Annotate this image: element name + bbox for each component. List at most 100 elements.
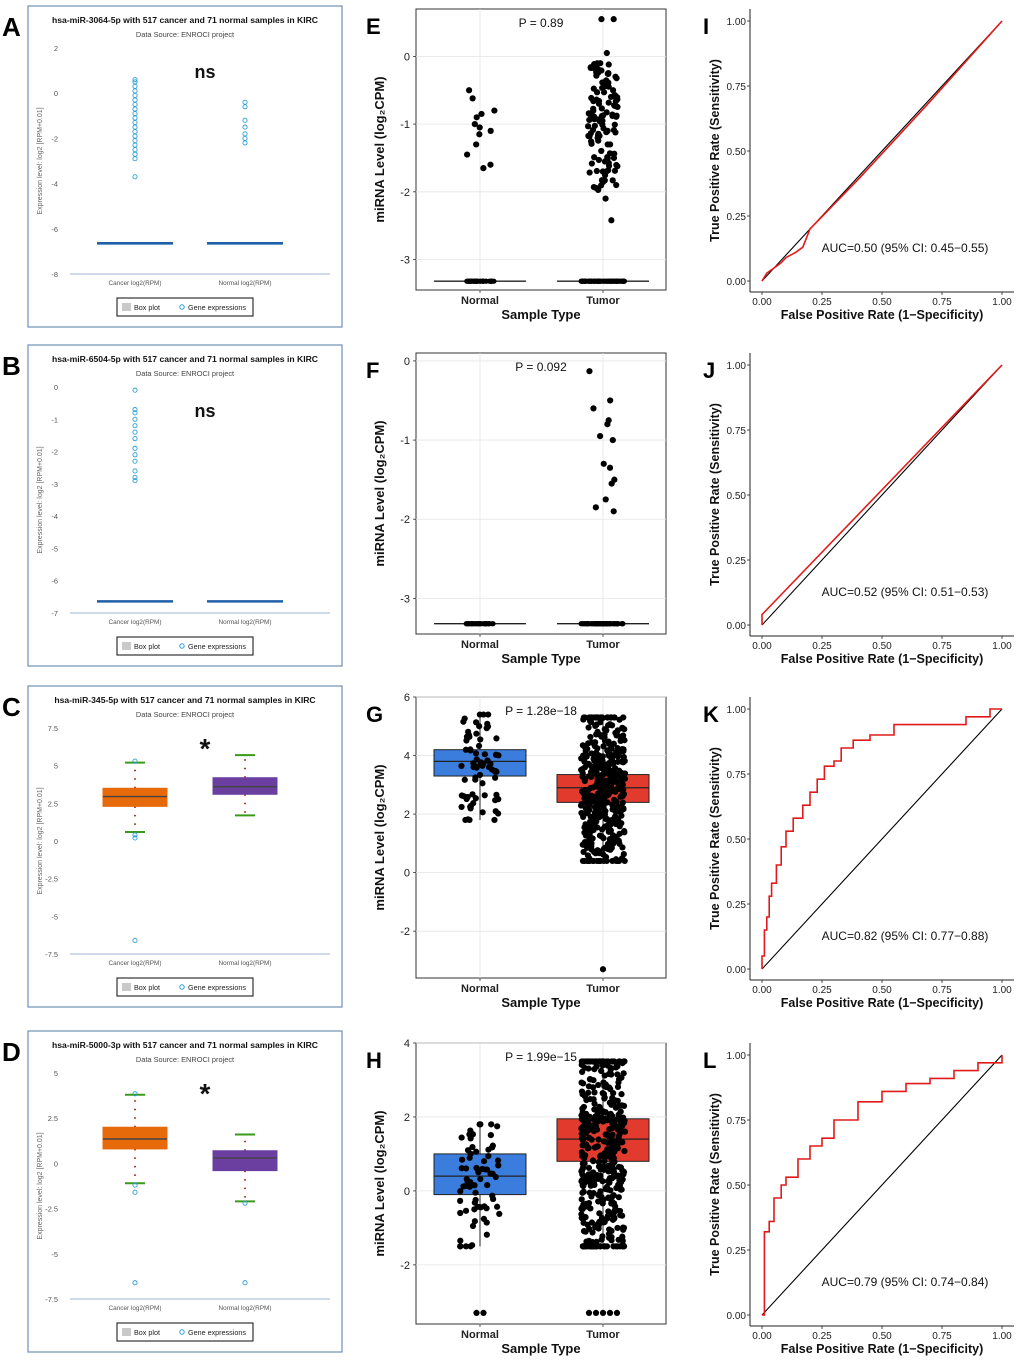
data-point — [472, 774, 479, 781]
data-point — [591, 1121, 598, 1128]
tick-label: 0.00 — [727, 965, 747, 976]
legend-label: Box plot — [134, 983, 160, 992]
data-point — [596, 857, 603, 865]
panel-f: F 0 -1 -2 -3 Normal Tumor Sample Type miRNA Leve… — [366, 352, 667, 666]
plot-frame — [415, 352, 667, 635]
data-point — [132, 407, 138, 413]
tick-label: 2 — [404, 1112, 410, 1124]
data-point — [462, 1207, 470, 1214]
data-point — [606, 1126, 613, 1133]
data-point — [597, 1152, 604, 1159]
data-point — [591, 1106, 598, 1113]
data-point — [599, 1309, 607, 1317]
panel-j: J 0.00 0.00 0.25 0.25 0.50 0.50 0.75 0.75 1.00 1.0… — [703, 353, 1014, 666]
data-point — [620, 621, 626, 627]
data-point — [598, 1214, 606, 1222]
data-point — [601, 177, 608, 184]
data-point — [600, 460, 607, 467]
data-point — [479, 780, 486, 787]
data-point — [614, 278, 621, 284]
data-point — [588, 846, 595, 853]
data-point — [132, 1280, 138, 1286]
data-point — [465, 87, 473, 94]
data-point — [485, 711, 492, 718]
tick-label: -8 — [51, 270, 58, 279]
panel-letter: E — [366, 14, 381, 39]
data-point — [599, 778, 606, 785]
x-tick-label: Tumor — [586, 639, 620, 651]
x-axis-label: Sample Type — [501, 995, 580, 1010]
chart-subtitle: Data Source: ENROCI project — [136, 710, 234, 719]
data-point — [590, 405, 597, 412]
box — [212, 777, 278, 795]
data-point — [600, 812, 607, 819]
x-tick-label: Tumor — [586, 1329, 620, 1341]
data-point — [618, 1091, 625, 1098]
data-point — [609, 87, 617, 94]
data-point — [132, 1091, 138, 1097]
legend-label: Box plot — [134, 1328, 160, 1337]
p-value: P = 1.28e−18 — [505, 704, 577, 718]
data-point — [613, 786, 621, 793]
panel-l: L 0.00 0.00 0.25 0.25 0.50 0.50 0.75 0.75 1.00 1.0… — [703, 1043, 1014, 1356]
data-point — [587, 824, 594, 831]
tick-label: 0.25 — [812, 641, 832, 652]
data-point — [466, 816, 473, 824]
data-point — [581, 1064, 588, 1071]
tick-label: 1.00 — [727, 17, 747, 28]
data-point — [590, 1128, 598, 1135]
data-point — [601, 1094, 608, 1101]
auc-label: AUC=0.52 (95% CI: 0.51−0.53) — [822, 585, 989, 599]
p-value: P = 0.092 — [515, 360, 567, 374]
data-point — [474, 1203, 482, 1210]
panel-letter: I — [703, 14, 709, 39]
data-point — [495, 796, 502, 803]
data-point — [462, 746, 470, 753]
data-point — [597, 756, 604, 763]
legend-swatch — [122, 303, 131, 311]
data-point — [469, 1143, 476, 1151]
tick-label: 0.25 — [812, 297, 832, 308]
data-point — [599, 621, 606, 627]
data-point — [480, 1215, 488, 1222]
tick-label: 0.50 — [727, 147, 747, 158]
data-point — [621, 827, 628, 835]
tick-label: 1.00 — [992, 1331, 1012, 1342]
auc-label: AUC=0.82 (95% CI: 0.77−0.88) — [822, 929, 989, 943]
data-point — [605, 762, 612, 769]
tick-label: -2.5 — [45, 1205, 58, 1214]
tick-label: 5 — [54, 762, 58, 771]
data-point — [610, 1243, 617, 1250]
data-point — [621, 775, 629, 782]
data-point — [619, 791, 626, 798]
tick-label: -2 — [400, 187, 410, 199]
data-point — [580, 1201, 587, 1208]
data-point — [132, 468, 138, 474]
tick-label: -2.5 — [45, 875, 58, 884]
tick-label: 0.75 — [727, 426, 747, 437]
data-point — [605, 1058, 612, 1065]
plot-frame — [415, 696, 667, 979]
panel-h: H 4 2 0 -2 Normal Tumor Sample Type miRNA Level … — [366, 1038, 667, 1356]
p-value: P = 0.89 — [519, 16, 564, 30]
roc-curve — [762, 1055, 1003, 1316]
data-point — [476, 621, 482, 627]
tick-label: 1.00 — [727, 705, 747, 716]
data-point — [487, 1132, 494, 1139]
panel-i: I 0.00 0.00 0.25 0.25 0.50 0.50 0.75 0.75 1.00 1.0… — [703, 9, 1014, 322]
data-point — [132, 474, 138, 480]
data-point — [579, 1189, 586, 1196]
data-point — [605, 827, 613, 834]
data-point — [586, 368, 593, 375]
data-point — [592, 1309, 600, 1317]
legend-marker — [179, 643, 185, 649]
tick-label: 0 — [404, 868, 410, 880]
data-point — [592, 783, 599, 790]
tick-label: 0 — [54, 89, 58, 98]
tick-label: 0.25 — [812, 1331, 832, 1342]
data-point — [592, 504, 599, 511]
tick-label: 0.25 — [727, 1246, 747, 1257]
data-point — [621, 1058, 628, 1065]
data-point — [615, 1058, 623, 1065]
